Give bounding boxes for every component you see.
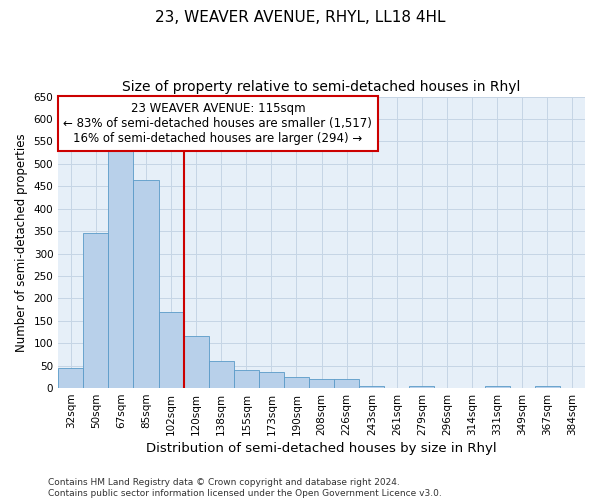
Bar (284, 377, 309, 388)
Bar (83, 234, 109, 388)
Y-axis label: Number of semi-detached properties: Number of semi-detached properties (15, 133, 28, 352)
Bar (133, 180, 158, 388)
Bar (309, 379, 334, 388)
Title: Size of property relative to semi-detached houses in Rhyl: Size of property relative to semi-detach… (122, 80, 521, 94)
Bar (209, 361, 234, 388)
Bar (359, 386, 385, 388)
Bar (334, 379, 359, 388)
Bar (234, 370, 259, 388)
Bar (409, 386, 434, 388)
Bar (259, 372, 284, 388)
Bar (158, 312, 184, 388)
Bar (535, 386, 560, 388)
Bar (184, 336, 209, 388)
Text: 23 WEAVER AVENUE: 115sqm
← 83% of semi-detached houses are smaller (1,517)
16% o: 23 WEAVER AVENUE: 115sqm ← 83% of semi-d… (64, 102, 373, 146)
Text: Contains HM Land Registry data © Crown copyright and database right 2024.
Contai: Contains HM Land Registry data © Crown c… (48, 478, 442, 498)
Bar (109, 148, 133, 388)
X-axis label: Distribution of semi-detached houses by size in Rhyl: Distribution of semi-detached houses by … (146, 442, 497, 455)
Bar (58, 368, 83, 388)
Text: 23, WEAVER AVENUE, RHYL, LL18 4HL: 23, WEAVER AVENUE, RHYL, LL18 4HL (155, 10, 445, 25)
Bar (485, 386, 510, 388)
